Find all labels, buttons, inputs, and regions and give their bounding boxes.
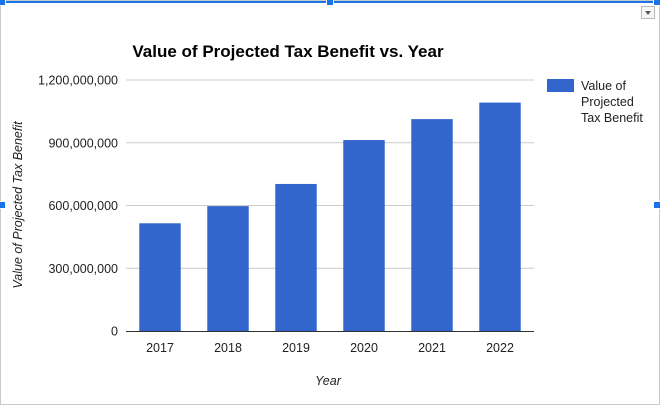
bar[interactable] [343, 140, 385, 331]
x-tick-label: 2022 [486, 341, 514, 355]
gridlines [126, 79, 534, 269]
y-tick-label: 900,000,000 [48, 136, 118, 150]
resize-handle-middle-right[interactable] [653, 201, 660, 209]
chart-title: Value of Projected Tax Benefit vs. Year [132, 42, 444, 61]
y-tick-labels: 0 300,000,000 600,000,000 900,000,000 1,200,… [38, 74, 118, 339]
bar[interactable] [275, 183, 317, 331]
x-tick-labels: 2017 2018 2019 2020 2021 2022 [146, 341, 514, 355]
x-tick-label: 2017 [146, 341, 174, 355]
x-tick-label: 2019 [282, 341, 310, 355]
bar[interactable] [411, 119, 453, 331]
legend-label-line: Projected [581, 95, 634, 109]
bar[interactable] [139, 223, 181, 331]
dropdown-arrow-icon [645, 11, 651, 15]
legend-label: Value of Projected Tax Benefit [581, 79, 643, 125]
x-tick-label: 2020 [350, 341, 378, 355]
legend-label-line: Tax Benefit [581, 111, 643, 125]
resize-handle-middle-left[interactable] [0, 201, 6, 209]
x-tick-label: 2018 [214, 341, 242, 355]
y-tick-label: 0 [111, 325, 118, 339]
bars-group [139, 102, 521, 331]
resize-handle-top-middle[interactable] [326, 0, 334, 6]
x-axis-title: Year [315, 374, 342, 388]
y-tick-label: 1,200,000,000 [38, 74, 118, 88]
legend: Value of Projected Tax Benefit [547, 79, 643, 125]
y-axis-title: Value of Projected Tax Benefit [11, 121, 25, 289]
x-tick-label: 2021 [418, 341, 446, 355]
resize-handle-top-right[interactable] [653, 0, 660, 6]
bar[interactable] [207, 206, 249, 331]
y-tick-label: 300,000,000 [48, 262, 118, 276]
y-tick-label: 600,000,000 [48, 199, 118, 213]
bar[interactable] [479, 102, 521, 331]
resize-handle-top-left[interactable] [0, 0, 6, 6]
legend-label-line: Value of [581, 79, 626, 93]
chart-menu-button[interactable] [641, 6, 655, 19]
legend-swatch [547, 79, 574, 92]
